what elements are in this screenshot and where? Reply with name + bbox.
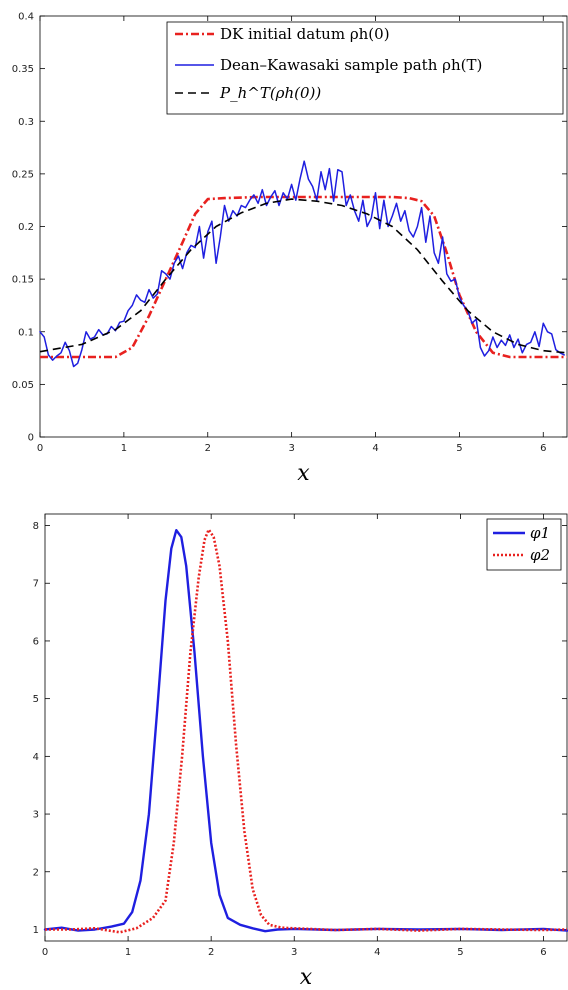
y-tick-label: 0.25 bbox=[12, 169, 34, 180]
x-tick-label: 0 bbox=[42, 947, 48, 958]
legend-label-3: P_h^T(ρh(0)) bbox=[219, 84, 321, 102]
series-line-1 bbox=[40, 195, 567, 359]
y-tick-label: 5 bbox=[33, 694, 39, 705]
series-line-3 bbox=[39, 198, 568, 354]
y-tick-label: 8 bbox=[33, 521, 39, 532]
x-axis-title: x bbox=[300, 965, 313, 990]
x-tick-label: 0 bbox=[37, 443, 43, 454]
x-tick-label: 5 bbox=[456, 443, 462, 454]
legend-box bbox=[166, 21, 564, 115]
y-tick-label: 0.35 bbox=[12, 64, 34, 75]
y-tick-label: 7 bbox=[33, 579, 39, 590]
x-tick-label: 3 bbox=[291, 947, 297, 958]
y-tick-label: 1 bbox=[33, 925, 39, 936]
y-tick-label: 2 bbox=[33, 867, 39, 878]
legend-label-1: DK initial datum ρh(0) bbox=[220, 25, 390, 43]
y-tick-label: 4 bbox=[33, 752, 39, 763]
x-tick-label: 4 bbox=[374, 947, 380, 958]
y-tick-label: 6 bbox=[33, 636, 39, 647]
x-tick-label: 6 bbox=[540, 947, 546, 958]
x-tick-label: 3 bbox=[288, 443, 294, 454]
series-line-2 bbox=[45, 528, 568, 934]
x-tick-label: 2 bbox=[205, 443, 211, 454]
series-line-1 bbox=[43, 529, 568, 933]
x-tick-label: 1 bbox=[125, 947, 131, 958]
y-tick-label: 0.1 bbox=[18, 327, 34, 338]
x-tick-label: 4 bbox=[372, 443, 378, 454]
y-tick-label: 0.4 bbox=[18, 12, 34, 23]
x-tick-label: 6 bbox=[540, 443, 546, 454]
series-line-2 bbox=[39, 160, 565, 368]
chart-1: 0 1 2 3 4 5 6 0 0.05 0.1 0.15 0.2 0.25 0.3 0.35 0.4 x DK … bbox=[12, 12, 568, 486]
legend-label-2: φ2 bbox=[530, 546, 550, 564]
y-tick-label: 0.15 bbox=[12, 275, 34, 286]
x-tick-label: 1 bbox=[121, 443, 127, 454]
y-tick-label: 3 bbox=[33, 810, 39, 821]
y-tick-label: 0.2 bbox=[18, 222, 34, 233]
y-tick-label: 0.05 bbox=[12, 380, 34, 391]
plot-frame bbox=[44, 513, 568, 942]
legend: DK initial datum ρh(0) Dean–Kawasaki samp… bbox=[166, 21, 564, 115]
legend-box bbox=[486, 518, 562, 571]
x-tick-label: 5 bbox=[457, 947, 463, 958]
x-tick-label: 2 bbox=[208, 947, 214, 958]
legend-label-1: φ1 bbox=[530, 524, 550, 542]
y-tick-label: 0 bbox=[28, 433, 34, 444]
y-tick-label: 0.3 bbox=[18, 117, 34, 128]
x-axis-title: x bbox=[297, 461, 310, 486]
legend-label-2: Dean–Kawasaki sample path ρh(T) bbox=[220, 56, 482, 74]
